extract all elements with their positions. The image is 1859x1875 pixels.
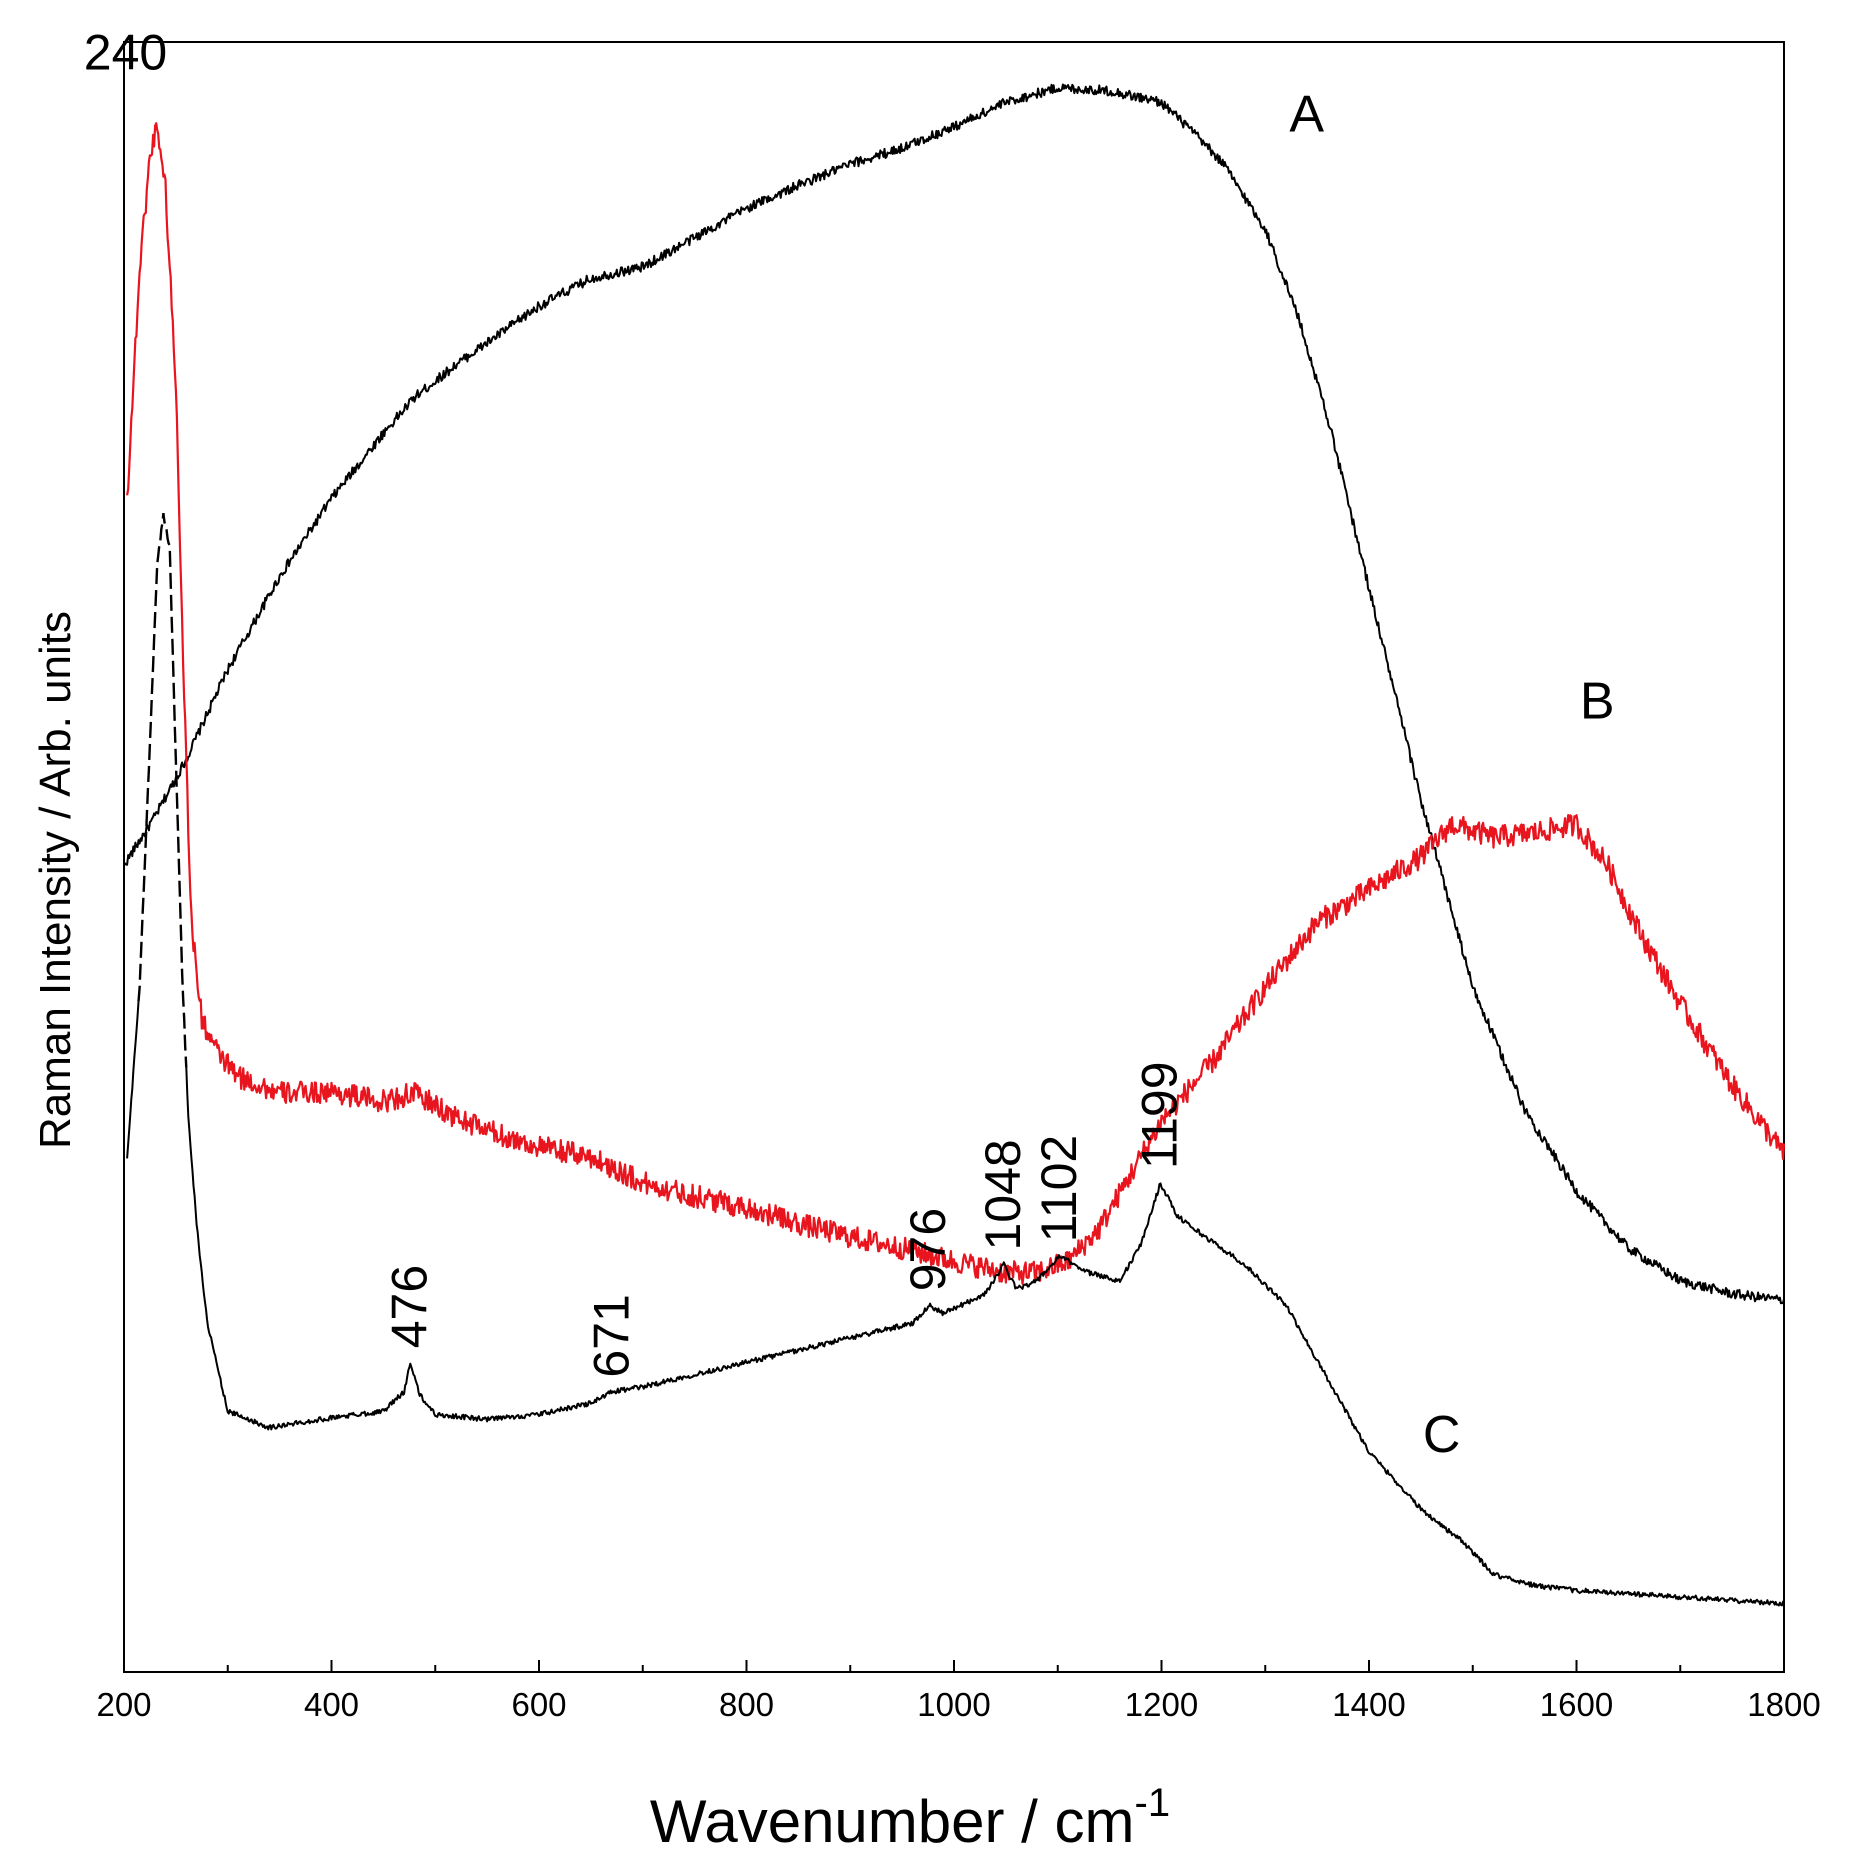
x-tick-label-1800: 1800 [1747,1686,1820,1723]
series-label-A: A [1289,86,1324,144]
peak-label-240: 240 [84,25,167,81]
series-label-B: B [1580,672,1615,730]
series-C-line-1 [185,1067,1785,1607]
peak-label-1048: 1048 [975,1139,1031,1250]
peak-label-476: 476 [381,1265,437,1348]
series-C-dashed-line [137,512,188,1068]
x-tick-label-1400: 1400 [1332,1686,1405,1723]
x-tick-label-1000: 1000 [917,1686,990,1723]
x-axis-title-superscript: -1 [1135,1781,1171,1825]
x-tick-label-1600: 1600 [1540,1686,1613,1723]
peak-label-1199: 1199 [1132,1061,1188,1169]
peak-label-1102: 1102 [1031,1135,1087,1243]
x-tick-label-400: 400 [304,1686,359,1723]
series-label-C: C [1423,1406,1461,1464]
x-tick-label-800: 800 [719,1686,774,1723]
x-axis-ticks: 200 400 600 800 1000 1200 1400 1600 1800 [96,1660,1821,1723]
plot-frame [123,41,1785,1673]
peak-label-976: 976 [900,1208,956,1291]
x-axis-title: Wavenumber / cm-1 [650,1781,1170,1855]
peak-label-671: 671 [584,1294,640,1377]
series-layer [123,83,1786,1607]
y-axis-title: Raman Intensity / Arb. units [31,611,80,1149]
series-C-line [126,1001,140,1159]
x-tick-label-1200: 1200 [1125,1686,1198,1723]
series-B-line [126,122,1786,1285]
x-tick-label-200: 200 [96,1686,151,1723]
annotation-layer: A B C 240 476 671 976 1048 1102 1199 [84,25,1615,1464]
x-tick-label-600: 600 [511,1686,566,1723]
series-A-line [123,83,1785,1305]
x-axis-title-text: Wavenumber / cm [650,1788,1135,1855]
